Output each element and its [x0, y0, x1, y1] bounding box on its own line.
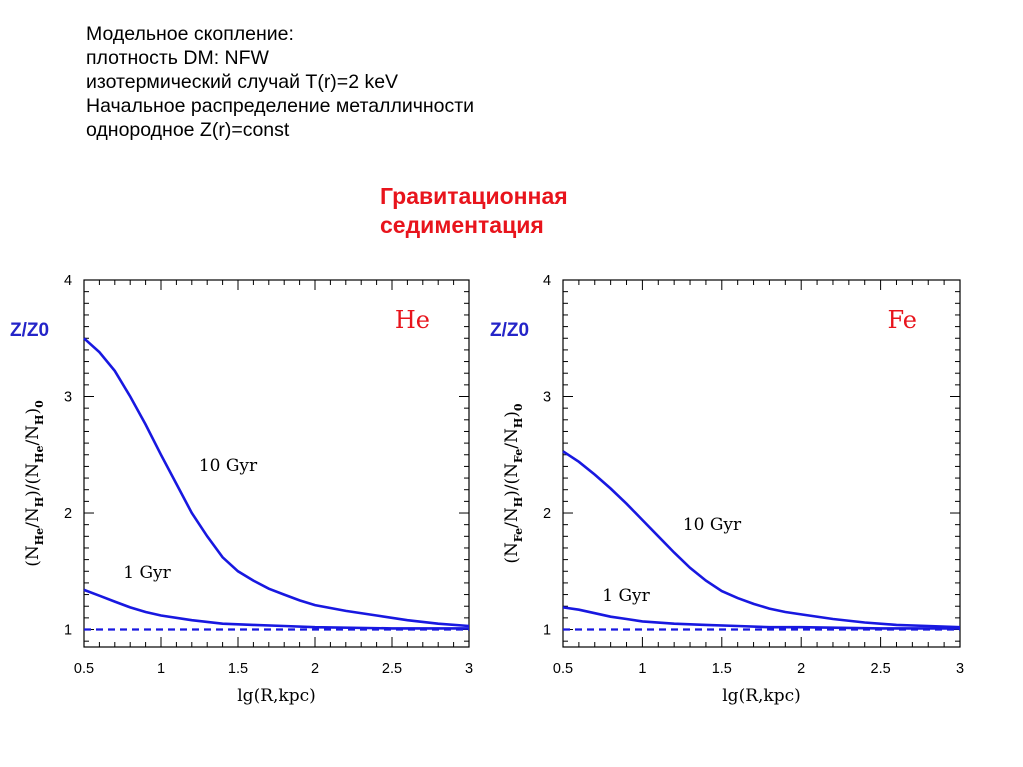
intro-line: Модельное скопление:	[86, 23, 294, 45]
y-tick-label: 2	[543, 506, 551, 522]
series-label: 1 Gyr	[602, 586, 650, 606]
y-tick-label: 1	[543, 623, 551, 639]
x-axis-label: lg(R,kpc)	[722, 686, 801, 706]
x-tick-label: 1	[638, 661, 646, 677]
element-label: He	[395, 306, 430, 334]
y-tick-label: 4	[64, 273, 72, 289]
plot-frame	[83, 279, 470, 648]
y-axis-label-subscript: H	[512, 418, 525, 428]
x-tick-label: 1	[157, 661, 165, 677]
series-line-10-gyr	[562, 450, 961, 629]
x-tick-label: 3	[956, 661, 964, 677]
y-axis-label-part: )/(N	[502, 463, 522, 497]
y-axis-label-part: /N	[502, 428, 522, 449]
y-axis-label-subscript: He	[33, 446, 46, 463]
y-axis-label: (NHe/NH)/(NHe/NH)0	[23, 400, 46, 567]
title-line: Гравитационная	[380, 183, 568, 209]
y-axis-label-subscript: H	[33, 415, 46, 425]
z-label-left: Z/Z0	[10, 320, 50, 341]
intro-line: плотность DM: NFW	[86, 47, 269, 69]
y-axis-label-part: /N	[23, 507, 43, 528]
x-tick-label: 2	[797, 661, 805, 677]
y-tick-label: 2	[64, 506, 72, 522]
x-tick-label: 2	[311, 661, 319, 677]
x-tick-label: 0.5	[74, 661, 94, 677]
intro-line: изотермический случай T(r)=2 keV	[86, 71, 399, 93]
y-axis-label-part: (N	[23, 545, 43, 567]
y-axis-label-subscript: 0	[512, 403, 525, 411]
slide-title: Гравитационная седиментация	[380, 182, 568, 240]
title-line: седиментация	[380, 212, 544, 238]
y-axis-label-part: )	[23, 408, 43, 415]
x-tick-label: 2.5	[871, 661, 891, 677]
y-axis-label-part: )/(N	[23, 463, 43, 497]
y-axis-label-subscript: He	[33, 528, 46, 545]
x-axis-label: lg(R,kpc)	[237, 686, 316, 706]
y-tick-label: 3	[64, 390, 72, 406]
y-axis-label: (NFe/NH)/(NFe/NH)0	[502, 403, 525, 564]
series-label: 10 Gyr	[683, 515, 742, 535]
y-tick-label: 1	[64, 623, 72, 639]
intro-line: однородное Z(r)=const	[86, 119, 290, 141]
y-axis-label-subscript: Fe	[512, 528, 525, 542]
intro-line: Начальное распределение металличности	[86, 95, 475, 117]
y-axis-label-subscript: Fe	[512, 449, 525, 463]
chart-fe: 0.5 1 1.5 2 2.5 3 1 2 3 4 10 Gyr 1 Gyr Fe lg(R,kpc) (N…	[502, 273, 964, 706]
y-axis-label-subscript: H	[512, 497, 525, 507]
y-tick-label: 4	[543, 273, 551, 289]
series-line-10-gyr	[83, 337, 470, 628]
element-label: Fe	[887, 306, 917, 334]
x-tick-label: 2.5	[382, 661, 402, 677]
x-tick-label: 1.5	[712, 661, 732, 677]
series-label: 1 Gyr	[123, 563, 171, 583]
y-axis-label-part: )	[502, 411, 522, 418]
y-axis-label-part: (N	[502, 542, 522, 564]
series-line-1-gyr	[83, 588, 469, 630]
z-label-right: Z/Z0	[490, 320, 530, 341]
x-tick-label: 1.5	[228, 661, 248, 677]
y-axis-label-subscript: 0	[33, 400, 46, 408]
x-tick-label: 0.5	[553, 661, 573, 677]
x-tick-label: 3	[465, 661, 473, 677]
chart-he: 0.5 1 1.5 2 2.5 3 1 2 3 4 10 Gyr 1 Gyr He lg(R,kpc) (N…	[23, 273, 473, 706]
plot-frame	[562, 279, 961, 648]
y-axis-label-subscript: H	[33, 497, 46, 507]
y-axis-label-part: /N	[502, 507, 522, 528]
series-line-1-gyr	[562, 606, 960, 630]
y-tick-label: 3	[543, 390, 551, 406]
y-axis-label-part: /N	[23, 425, 43, 446]
series-label: 10 Gyr	[199, 456, 258, 476]
model-description: Модельное скопление: плотность DM: NFW и…	[86, 22, 474, 142]
